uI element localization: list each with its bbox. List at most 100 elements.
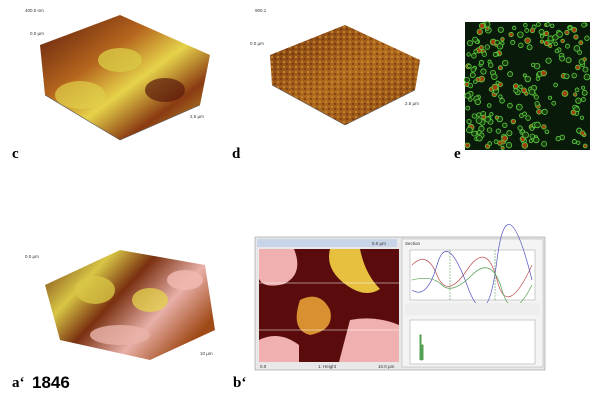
cell: [487, 141, 493, 146]
cell: [497, 140, 503, 146]
cell: [573, 45, 581, 52]
spectrum-plot: [409, 319, 536, 365]
panel-label: a‘: [12, 375, 25, 391]
cell: [507, 102, 513, 109]
cell: [536, 22, 541, 27]
cell: [510, 39, 516, 45]
cell: [497, 82, 503, 88]
cell: [526, 44, 533, 51]
cell: [553, 82, 558, 88]
cell: [571, 139, 577, 145]
cell: [476, 135, 483, 142]
cell: [560, 38, 565, 44]
cell: [524, 75, 532, 83]
cell: [571, 26, 578, 33]
cell: [498, 94, 503, 99]
cell: [522, 111, 527, 117]
cell: [525, 115, 531, 121]
panel-e: e: [454, 21, 591, 162]
cell: [541, 124, 547, 130]
cell: [473, 79, 478, 84]
cell: [471, 53, 477, 59]
footer-text: 10.0 µm: [378, 364, 395, 369]
cell: [464, 92, 471, 99]
cell: [465, 105, 471, 111]
surface-c: [40, 15, 210, 140]
cell: [494, 115, 500, 120]
cell: [539, 34, 545, 39]
cell: [478, 22, 486, 29]
cell: [554, 48, 560, 54]
cell: [471, 113, 477, 119]
cell: [472, 36, 478, 43]
cell: [497, 26, 504, 33]
cell: [536, 108, 542, 115]
cell: [521, 87, 527, 94]
cell: [556, 31, 564, 38]
cell: [582, 57, 587, 62]
cell: [533, 94, 539, 100]
cell: [575, 64, 581, 71]
cell: [541, 141, 548, 147]
cell: [496, 43, 504, 50]
cell: [464, 142, 471, 149]
cell: [474, 98, 481, 106]
footer-text: 1: Height: [318, 364, 337, 369]
cell: [564, 43, 570, 49]
cell: [555, 136, 561, 142]
panel-label: b‘: [233, 375, 246, 391]
cell: [524, 37, 531, 44]
cell: [500, 37, 505, 42]
cell: [505, 142, 513, 149]
cell: [581, 22, 587, 28]
panel-label: d: [232, 146, 241, 162]
cell: [524, 28, 530, 33]
cell: [583, 73, 591, 81]
cell: [468, 97, 473, 102]
cell: [559, 55, 566, 62]
axis-label: 0.0 µm: [250, 41, 264, 46]
panel-label: c: [12, 146, 19, 162]
cell: [534, 100, 540, 107]
cell: [564, 29, 570, 36]
cell: [548, 95, 553, 100]
cell: [499, 98, 505, 104]
cell: [513, 88, 519, 94]
cell: [582, 143, 588, 149]
cell: [528, 138, 534, 144]
cell: [517, 125, 523, 131]
cell: [484, 116, 491, 123]
cell: [486, 103, 492, 108]
cell: [518, 84, 523, 89]
cell: [473, 49, 478, 54]
panel-d: 900.1 0.0 µm 2.5 µm d: [232, 8, 420, 162]
cell: [495, 128, 502, 134]
cell: [571, 72, 577, 79]
cell: [475, 117, 483, 124]
axis-label: 400.0 nm: [25, 8, 44, 13]
cell: [502, 122, 508, 128]
cell: [563, 73, 570, 80]
cell: [501, 135, 509, 142]
cell: [538, 28, 545, 35]
footer-text: 0.0: [260, 364, 267, 369]
section-title: Section: [405, 241, 421, 246]
panel-b: 5.0 µm 0.0 1: Height 10.0 µm Section b‘: [233, 224, 546, 391]
cell: [520, 129, 525, 134]
cell: [522, 131, 530, 139]
cell: [580, 97, 586, 103]
cell: [581, 89, 588, 96]
header-text: 5.0 µm: [372, 241, 386, 246]
cell: [521, 142, 529, 149]
cell: [541, 108, 548, 115]
cell: [508, 31, 514, 38]
cell: [476, 28, 483, 35]
cell: [522, 73, 527, 78]
profile-plot: [409, 249, 536, 301]
cell: [492, 52, 498, 58]
cell: [575, 97, 582, 104]
cell: [487, 62, 494, 68]
cell: [512, 83, 519, 90]
axis-label: 10 µm: [200, 351, 213, 356]
